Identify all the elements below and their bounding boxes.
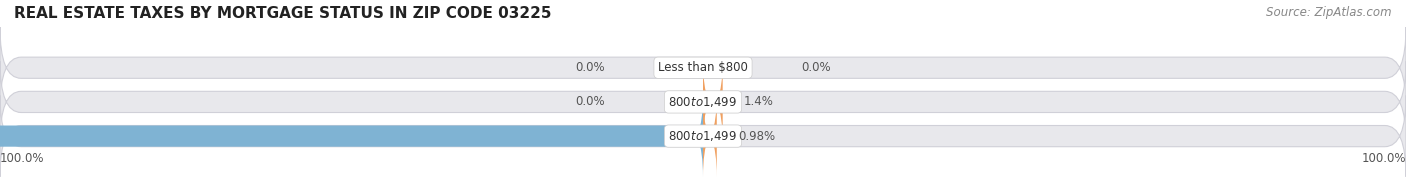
Text: 100.0%: 100.0% bbox=[0, 152, 45, 165]
Text: 0.0%: 0.0% bbox=[801, 61, 831, 74]
Text: $800 to $1,499: $800 to $1,499 bbox=[668, 95, 738, 109]
FancyBboxPatch shape bbox=[0, 27, 1406, 108]
FancyBboxPatch shape bbox=[0, 95, 703, 177]
FancyBboxPatch shape bbox=[702, 61, 724, 143]
Text: 1.4%: 1.4% bbox=[744, 95, 773, 108]
Text: Source: ZipAtlas.com: Source: ZipAtlas.com bbox=[1267, 6, 1392, 19]
Text: 100.0%: 100.0% bbox=[1361, 152, 1406, 165]
FancyBboxPatch shape bbox=[0, 61, 1406, 143]
Text: REAL ESTATE TAXES BY MORTGAGE STATUS IN ZIP CODE 03225: REAL ESTATE TAXES BY MORTGAGE STATUS IN … bbox=[14, 6, 551, 21]
FancyBboxPatch shape bbox=[696, 95, 724, 177]
Text: $800 to $1,499: $800 to $1,499 bbox=[668, 129, 738, 143]
Text: 0.0%: 0.0% bbox=[575, 61, 605, 74]
Text: Less than $800: Less than $800 bbox=[658, 61, 748, 74]
FancyBboxPatch shape bbox=[0, 95, 1406, 177]
Text: 0.0%: 0.0% bbox=[575, 95, 605, 108]
Text: 0.98%: 0.98% bbox=[738, 130, 775, 143]
